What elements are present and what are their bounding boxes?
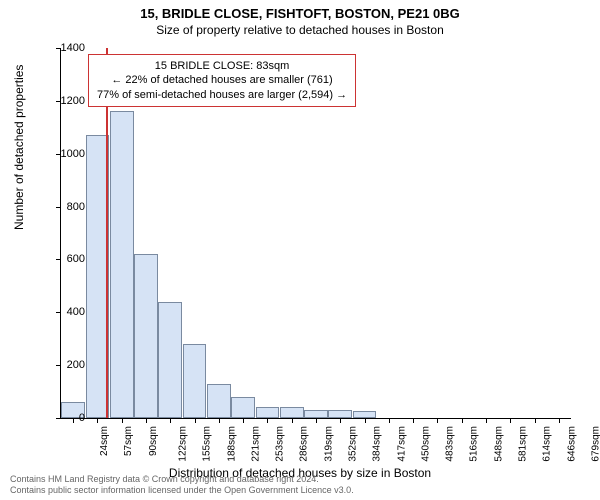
x-tick-mark: [389, 418, 390, 423]
y-tick-label: 1000: [61, 148, 85, 160]
x-tick-mark: [292, 418, 293, 423]
x-tick-label: 450sqm: [420, 426, 431, 462]
histogram-bar: [353, 411, 377, 418]
x-tick-label: 57sqm: [123, 426, 134, 456]
y-tick-label: 0: [79, 412, 85, 424]
y-tick-label: 1400: [61, 42, 85, 54]
x-tick-mark: [170, 418, 171, 423]
histogram-bar: [183, 344, 207, 418]
y-tick-mark: [56, 418, 61, 419]
x-tick-mark: [73, 418, 74, 423]
x-tick-label: 581sqm: [518, 426, 529, 462]
annotation-line-1: 15 BRIDLE CLOSE: 83sqm: [97, 59, 347, 73]
x-tick-mark: [219, 418, 220, 423]
y-tick-label: 400: [67, 306, 85, 318]
y-axis-label: Number of detached properties: [12, 65, 26, 230]
x-tick-label: 122sqm: [178, 426, 189, 462]
y-tick-label: 1200: [61, 95, 85, 107]
x-tick-mark: [146, 418, 147, 423]
x-tick-mark: [559, 418, 560, 423]
x-tick-mark: [510, 418, 511, 423]
annotation-line-3: 77% of semi-detached houses are larger (…: [97, 88, 347, 102]
x-tick-label: 221sqm: [250, 426, 261, 462]
x-tick-mark: [243, 418, 244, 423]
y-tick-mark: [56, 365, 61, 366]
annotation-box: 15 BRIDLE CLOSE: 83sqm ← 22% of detached…: [88, 54, 356, 107]
histogram-bar: [304, 410, 328, 418]
x-tick-mark: [195, 418, 196, 423]
chart-container: 15, BRIDLE CLOSE, FISHTOFT, BOSTON, PE21…: [0, 0, 600, 500]
x-tick-mark: [316, 418, 317, 423]
y-tick-label: 800: [67, 201, 85, 213]
x-tick-mark: [413, 418, 414, 423]
histogram-bar: [256, 407, 280, 418]
x-tick-mark: [97, 418, 98, 423]
footer-credits: Contains HM Land Registry data © Crown c…: [10, 474, 354, 496]
x-tick-mark: [267, 418, 268, 423]
x-tick-label: 384sqm: [372, 426, 383, 462]
x-tick-label: 155sqm: [202, 426, 213, 462]
histogram-bar: [110, 111, 134, 418]
x-tick-label: 286sqm: [299, 426, 310, 462]
histogram-bar: [280, 407, 304, 418]
histogram-bar: [134, 254, 158, 418]
x-tick-mark: [340, 418, 341, 423]
x-tick-label: 417sqm: [396, 426, 407, 462]
x-tick-label: 24sqm: [99, 426, 110, 456]
x-tick-mark: [122, 418, 123, 423]
x-tick-label: 319sqm: [323, 426, 334, 462]
x-tick-mark: [365, 418, 366, 423]
y-tick-mark: [56, 312, 61, 313]
footer-line-2: Contains public sector information licen…: [10, 485, 354, 496]
y-tick-label: 200: [67, 359, 85, 371]
y-tick-mark: [56, 207, 61, 208]
x-tick-mark: [462, 418, 463, 423]
histogram-bar: [207, 384, 231, 418]
y-tick-label: 600: [67, 253, 85, 265]
x-tick-label: 646sqm: [566, 426, 577, 462]
x-tick-label: 614sqm: [542, 426, 553, 462]
annotation-line-2: ← 22% of detached houses are smaller (76…: [97, 73, 347, 87]
x-tick-label: 516sqm: [469, 426, 480, 462]
x-tick-label: 253sqm: [275, 426, 286, 462]
x-tick-label: 548sqm: [493, 426, 504, 462]
histogram-bar: [328, 410, 352, 418]
histogram-bar: [231, 397, 255, 418]
x-tick-mark: [535, 418, 536, 423]
chart-title: 15, BRIDLE CLOSE, FISHTOFT, BOSTON, PE21…: [0, 0, 600, 21]
x-tick-label: 188sqm: [226, 426, 237, 462]
y-tick-mark: [56, 259, 61, 260]
x-tick-mark: [437, 418, 438, 423]
x-tick-label: 90sqm: [148, 426, 159, 456]
footer-line-1: Contains HM Land Registry data © Crown c…: [10, 474, 354, 485]
x-tick-label: 352sqm: [348, 426, 359, 462]
x-tick-mark: [486, 418, 487, 423]
x-tick-label: 679sqm: [590, 426, 600, 462]
x-tick-label: 483sqm: [445, 426, 456, 462]
histogram-bar: [158, 302, 182, 418]
chart-subtitle: Size of property relative to detached ho…: [0, 23, 600, 37]
